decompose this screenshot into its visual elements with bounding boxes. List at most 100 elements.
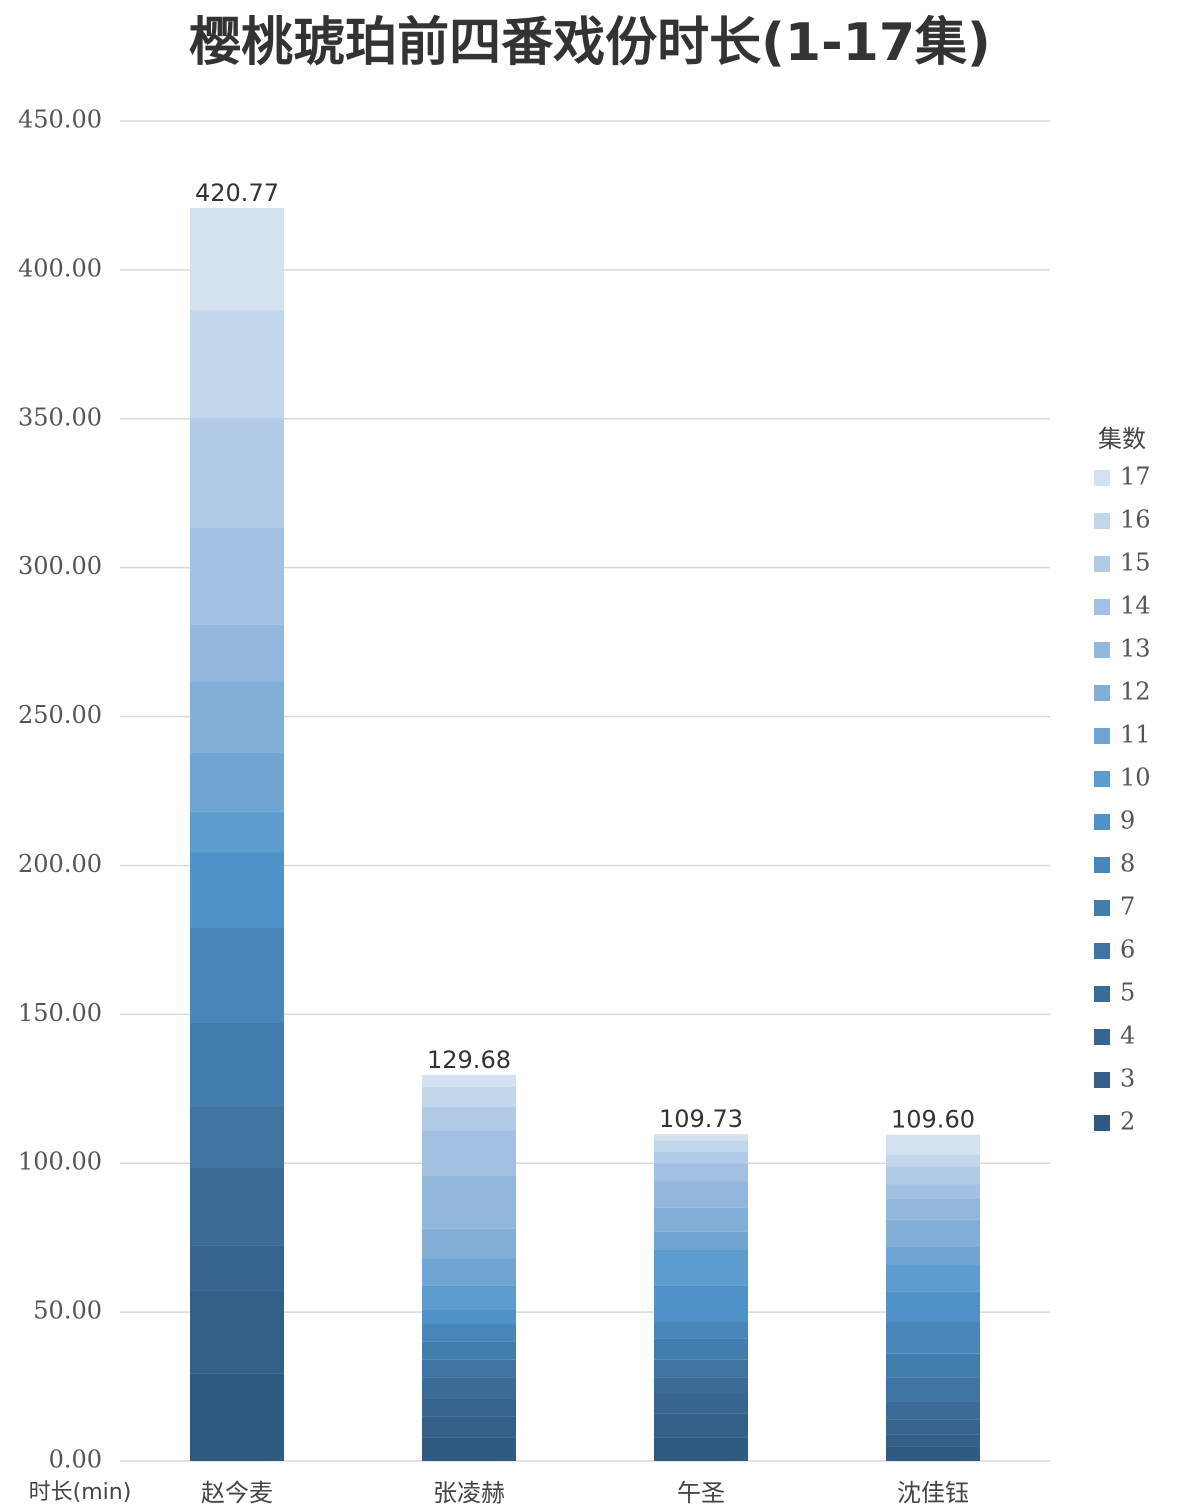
bar-segment — [190, 752, 284, 812]
bar-segment — [886, 1154, 980, 1167]
bar-segment — [654, 1338, 748, 1360]
y-axis-label: 时长(min) — [29, 1480, 132, 1504]
bar-segment — [422, 1258, 516, 1286]
legend-label: 8 — [1120, 850, 1135, 878]
bar-segment — [190, 852, 284, 928]
legend-label: 16 — [1120, 506, 1151, 534]
legend-swatch — [1094, 513, 1110, 529]
y-tick-label: 450.00 — [18, 106, 102, 134]
legend-swatch — [1094, 986, 1110, 1002]
bar-segment — [886, 1264, 980, 1292]
bar-segment — [422, 1106, 516, 1131]
y-tick-label: 350.00 — [18, 403, 102, 431]
x-tick-label: 赵今麦 — [201, 1479, 273, 1504]
legend-swatch — [1094, 599, 1110, 615]
bar-segment — [654, 1163, 748, 1182]
bar-segment — [886, 1401, 980, 1420]
y-tick-label: 400.00 — [18, 254, 102, 282]
bar-segment — [886, 1166, 980, 1185]
bar-segment — [190, 208, 284, 311]
bar-segment — [422, 1285, 516, 1310]
bar-segment — [654, 1437, 748, 1461]
legend-label: 9 — [1120, 807, 1135, 835]
bar-segment — [190, 1290, 284, 1374]
bar-segment — [654, 1392, 748, 1414]
legend-swatch — [1094, 685, 1110, 701]
bar-segment — [422, 1074, 516, 1087]
bar-segment — [422, 1359, 516, 1378]
bar-segment — [654, 1249, 748, 1286]
legend-swatch — [1094, 728, 1110, 744]
bar-segment — [422, 1228, 516, 1259]
legend-title: 集数 — [1098, 425, 1146, 453]
bar-segment — [886, 1446, 980, 1461]
bar-segment — [190, 927, 284, 1023]
legend-label: 12 — [1120, 678, 1151, 706]
y-tick-label: 100.00 — [18, 1148, 102, 1176]
bar-segment — [422, 1437, 516, 1461]
bar-segment — [422, 1086, 516, 1107]
legend-swatch — [1094, 771, 1110, 787]
bar-segment — [886, 1353, 980, 1378]
legend-swatch — [1094, 814, 1110, 830]
x-tick-label: 午圣 — [677, 1479, 725, 1504]
bar-segment — [654, 1413, 748, 1438]
bar-segment — [190, 1373, 284, 1461]
bar-segment — [190, 811, 284, 853]
chart-title: 樱桃琥珀前四番戏份时长(1-17集) — [189, 13, 991, 73]
legend-label: 7 — [1120, 893, 1135, 921]
y-tick-label: 0.00 — [49, 1446, 102, 1474]
bar-segment — [190, 1106, 284, 1168]
bar-segment — [190, 1245, 284, 1291]
total-label: 109.60 — [891, 1106, 975, 1134]
bar-segment — [654, 1321, 748, 1339]
total-label: 420.77 — [195, 179, 279, 207]
bar-segment — [190, 1167, 284, 1246]
bar-segment — [422, 1324, 516, 1342]
total-label: 109.73 — [659, 1105, 743, 1133]
bar-segment — [886, 1246, 980, 1265]
legend-label: 2 — [1120, 1108, 1135, 1136]
bar-segment — [422, 1341, 516, 1360]
y-tick-label: 150.00 — [18, 999, 102, 1027]
bar-segment — [422, 1130, 516, 1176]
legend-label: 17 — [1120, 463, 1151, 491]
legend-label: 6 — [1120, 936, 1135, 964]
bar-segment — [422, 1416, 516, 1438]
legend-label: 5 — [1120, 979, 1135, 1007]
x-tick-label: 沈佳钰 — [897, 1479, 969, 1504]
bar-segment — [886, 1198, 980, 1220]
bar-segment — [886, 1377, 980, 1402]
bar-segment — [422, 1398, 516, 1417]
bar-segment — [654, 1151, 748, 1164]
legend-swatch — [1094, 943, 1110, 959]
bar-segment — [422, 1309, 516, 1325]
bar-segment — [654, 1134, 748, 1141]
legend-label: 11 — [1120, 721, 1151, 749]
bar-segment — [654, 1181, 748, 1208]
legend-swatch — [1094, 1115, 1110, 1131]
bar-segment — [654, 1231, 748, 1250]
legend-label: 4 — [1120, 1022, 1135, 1050]
bar-segment — [654, 1140, 748, 1152]
legend-swatch — [1094, 556, 1110, 572]
y-tick-label: 200.00 — [18, 850, 102, 878]
bar-segment — [886, 1291, 980, 1322]
y-tick-label: 300.00 — [18, 552, 102, 580]
y-tick-label: 250.00 — [18, 701, 102, 729]
bar-segment — [886, 1219, 980, 1247]
bar-segment — [886, 1419, 980, 1435]
bar-segment — [422, 1175, 516, 1229]
legend-label: 13 — [1120, 635, 1151, 663]
bar-segment — [190, 624, 284, 683]
total-label: 129.68 — [427, 1046, 511, 1074]
legend-swatch — [1094, 1029, 1110, 1045]
legend-swatch — [1094, 857, 1110, 873]
bar-segment — [654, 1285, 748, 1322]
bar-segment — [886, 1184, 980, 1199]
bar-segment — [190, 682, 284, 753]
bar-segment — [886, 1321, 980, 1354]
legend-label: 3 — [1120, 1065, 1135, 1093]
